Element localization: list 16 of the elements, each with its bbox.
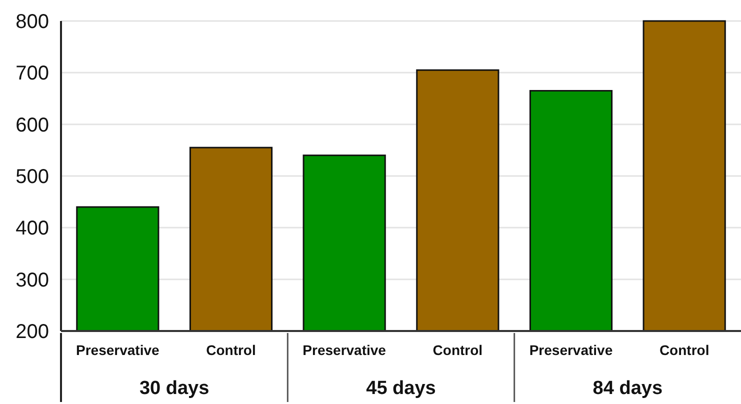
text: Control — [659, 342, 710, 358]
series-label: Control — [206, 342, 256, 358]
x-tick-label: 84 days — [592, 378, 663, 399]
y-tick-label: 800 — [16, 11, 49, 33]
y-tick-label: 500 — [16, 166, 49, 188]
text: Preservative — [529, 342, 613, 358]
y-tick-label: 300 — [16, 269, 49, 292]
x-tick-label: 45 days — [366, 378, 436, 399]
y-tick-label: 600 — [16, 114, 49, 136]
y-tick-label: 400 — [16, 218, 49, 240]
x-tick-label: 30 days — [139, 378, 210, 399]
y-tick-label: 200 — [16, 321, 49, 343]
series-label: Preservative — [76, 342, 160, 358]
y-tick-label: 700 — [16, 62, 49, 85]
text: Control — [432, 342, 483, 358]
text: Preservative — [302, 342, 386, 358]
